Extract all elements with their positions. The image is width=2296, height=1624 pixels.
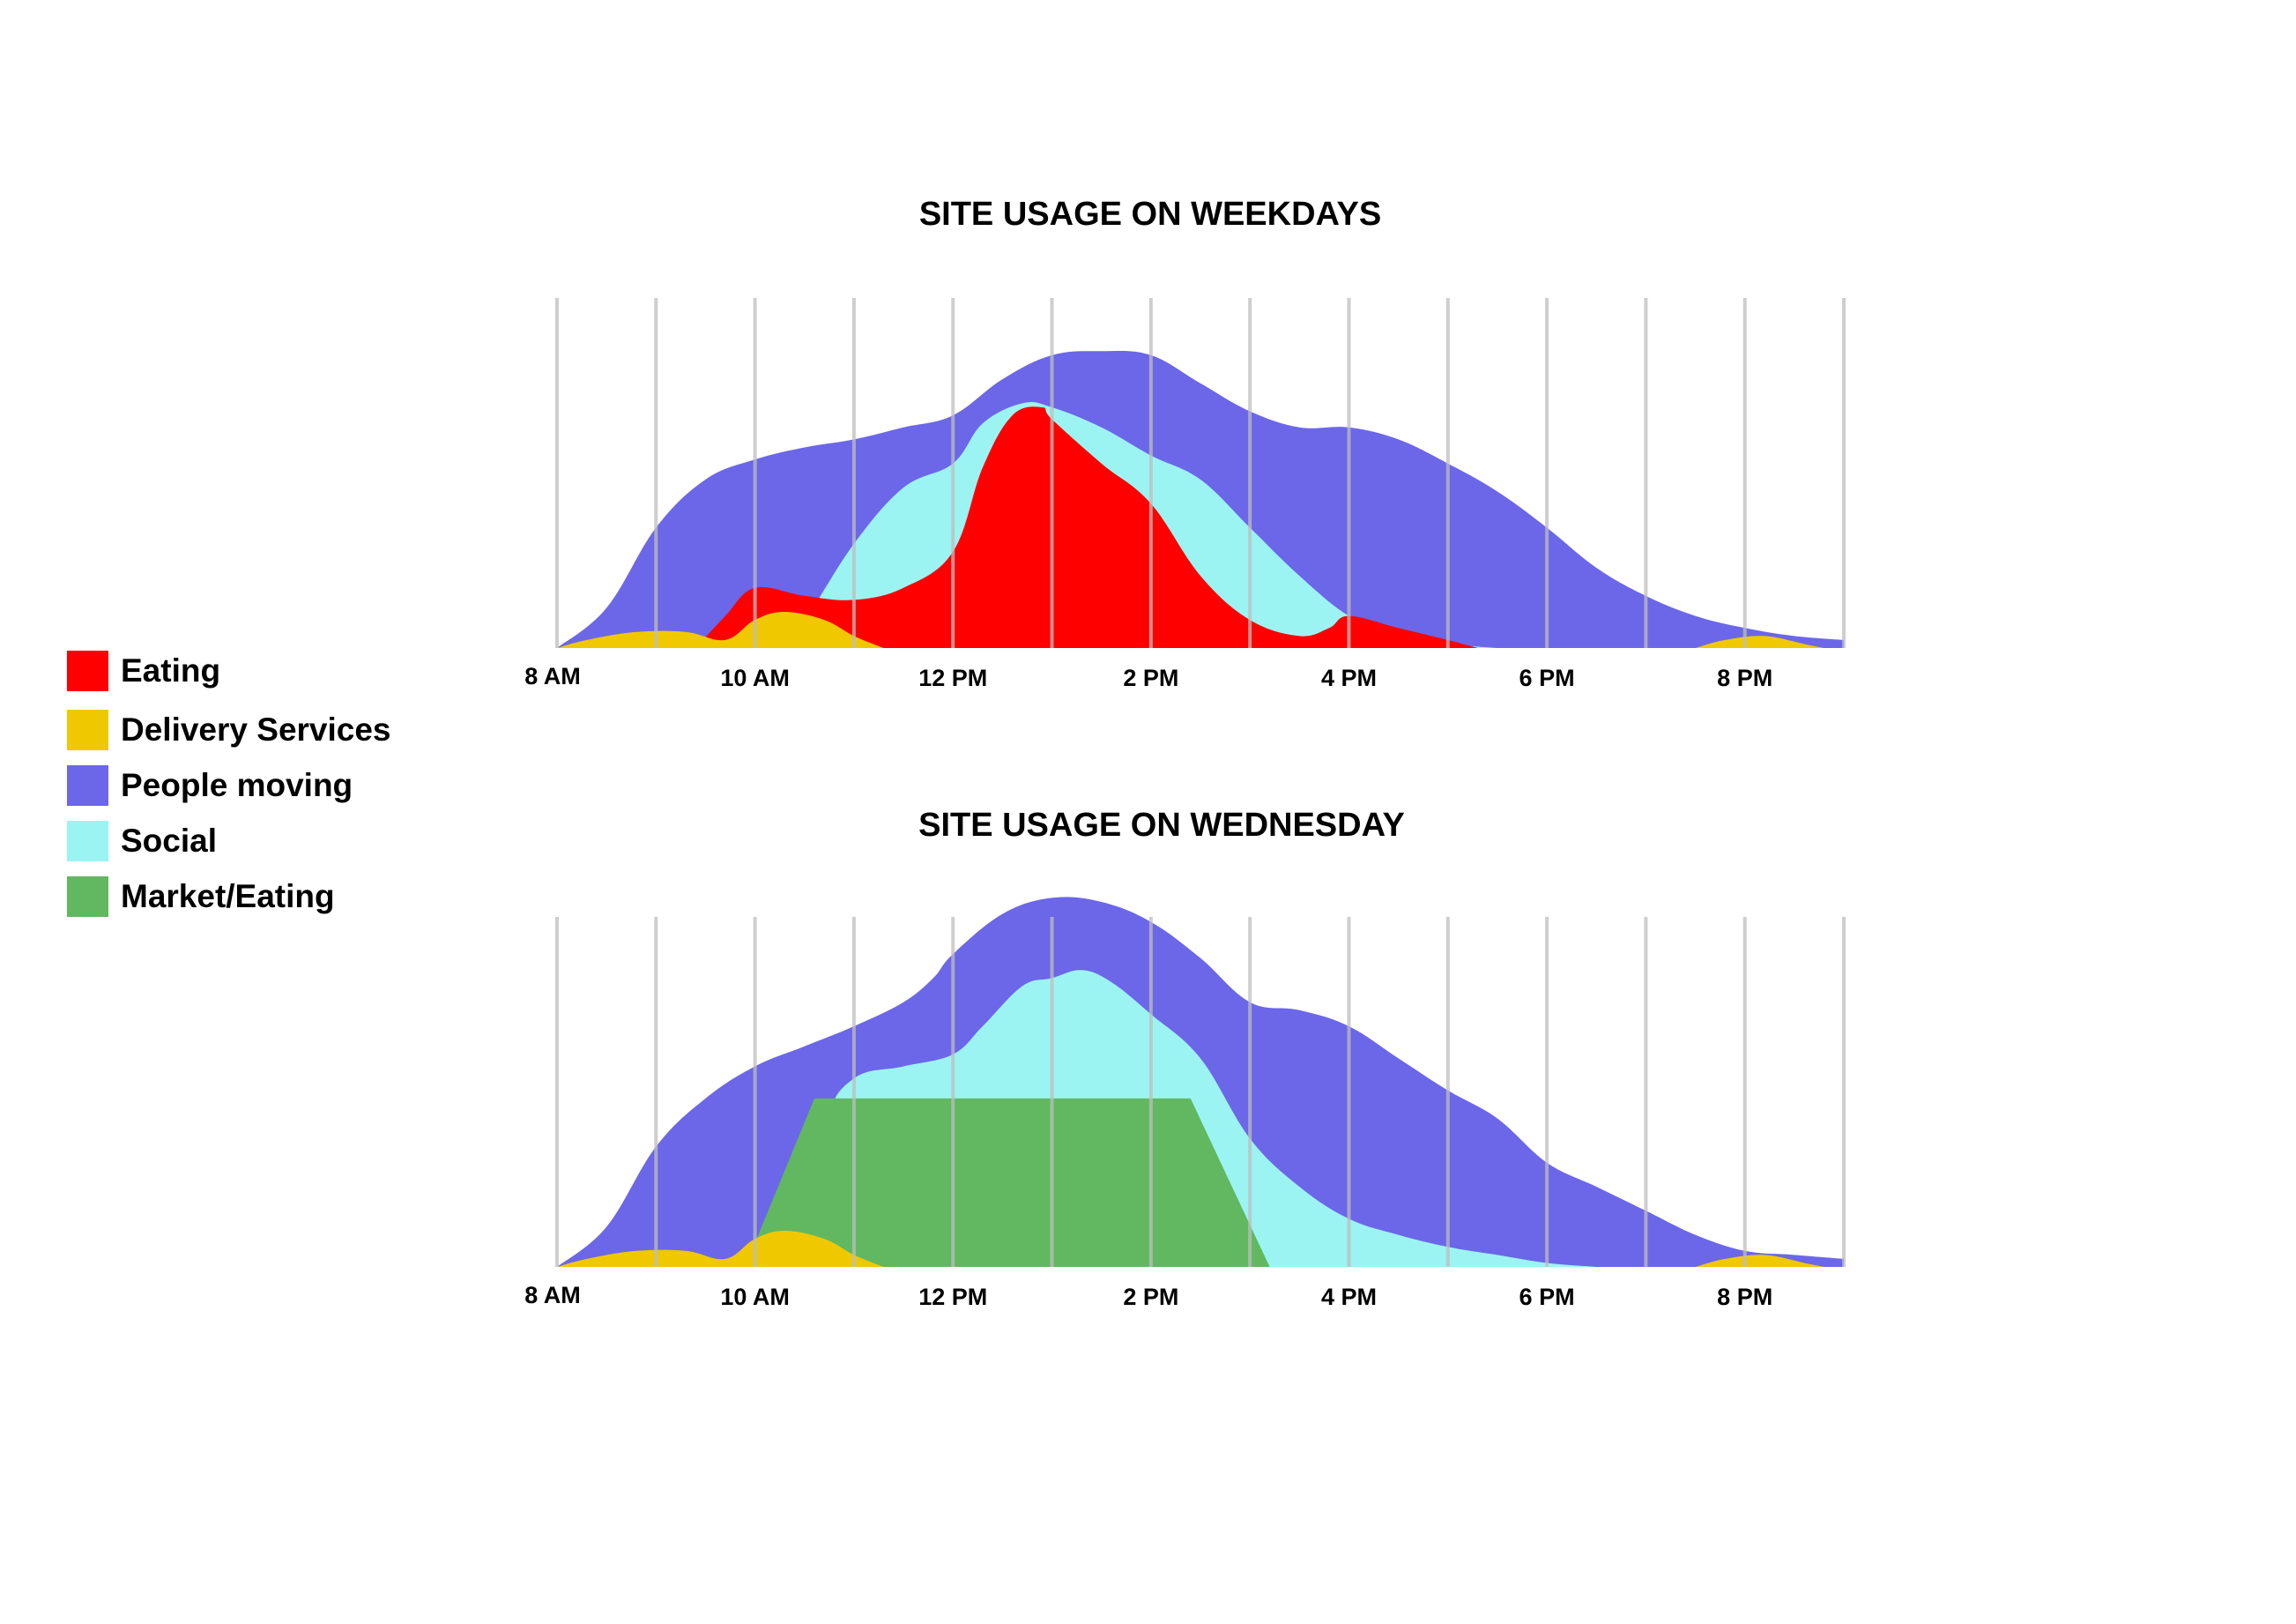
- chart-0-x-tick-label: 8 PM: [1717, 665, 1772, 691]
- legend-swatch-social: [67, 821, 108, 861]
- chart-1-series-market-eating-area: [745, 1098, 1270, 1267]
- chart-1-x-tick-label: 12 PM: [918, 1284, 987, 1310]
- chart-0-x-tick-label: 6 PM: [1520, 665, 1575, 691]
- chart-0-x-tick-label: 2 PM: [1123, 665, 1178, 691]
- chart-1-series-delivery-services-area-0: [557, 1231, 884, 1267]
- chart-0-x-tick-label: 12 PM: [918, 665, 987, 691]
- chart-1-x-tick-label: 8 AM: [524, 1282, 581, 1308]
- chart-1-series-delivery-services-area-2: [1695, 1255, 1824, 1267]
- wednesday-chart-title: SITE USAGE ON WEDNESDAY: [918, 807, 1405, 844]
- chart-0-series-delivery-services-area-2: [1695, 636, 1824, 648]
- legend-item-eating: Eating: [67, 651, 391, 691]
- legend-item-people-moving: People moving: [67, 765, 391, 806]
- legend-swatch-people-moving: [67, 765, 108, 806]
- chart-0-plot: 8 AM 10 AM 12 PM 2 PM 4 PM 6 PM 8 PM: [524, 298, 1846, 691]
- legend-label-people-moving: People moving: [121, 767, 353, 803]
- legend-label-social: Social: [121, 823, 217, 859]
- legend-swatch-market-eating: [67, 876, 108, 917]
- chart-1-x-tick-label: 4 PM: [1321, 1284, 1377, 1310]
- legend-item-market-eating: Market/Eating: [67, 876, 391, 917]
- chart-0-x-tick-label: 10 AM: [720, 665, 790, 691]
- chart-0-x-tick-label: 4 PM: [1321, 665, 1377, 691]
- legend-label-market-eating: Market/Eating: [121, 878, 335, 914]
- legend-label-delivery-services: Delivery Services: [121, 711, 391, 748]
- chart-1-x-tick-label: 6 PM: [1520, 1284, 1575, 1310]
- chart-0-series-eating-area: [695, 406, 1478, 648]
- chart-1-x-tick-label: 10 AM: [720, 1284, 790, 1310]
- legend-swatch-delivery-services: [67, 710, 108, 750]
- chart-0-series-delivery-services-area-0: [557, 612, 884, 648]
- legend-item-delivery-services: Delivery Services: [67, 710, 391, 750]
- chart-0-x-tick-label: 8 AM: [524, 663, 581, 689]
- chart-1-x-tick-label: 2 PM: [1123, 1284, 1178, 1310]
- chart-1-plot: 8 AM 10 AM 12 PM 2 PM 4 PM 6 PM 8 PM: [524, 897, 1846, 1310]
- legend-swatch-eating: [67, 651, 108, 691]
- legend: Eating Delivery Services People moving S…: [67, 651, 391, 935]
- legend-item-social: Social: [67, 821, 391, 861]
- legend-label-eating: Eating: [121, 652, 221, 689]
- chart-1-x-tick-label: 8 PM: [1717, 1284, 1772, 1310]
- weekdays-chart-title: SITE USAGE ON WEEKDAYS: [918, 196, 1382, 233]
